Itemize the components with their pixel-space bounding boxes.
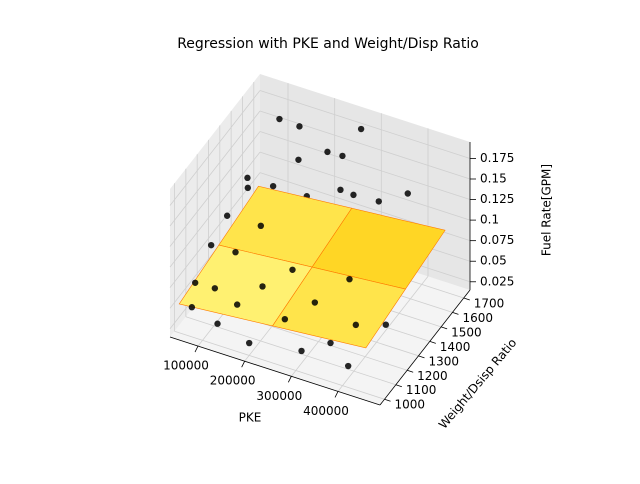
scatter-point [233, 301, 241, 308]
scatter-point [382, 321, 390, 328]
grid-line [259, 90, 471, 159]
x-axis-line [169, 336, 381, 406]
scatter-point [324, 148, 331, 156]
scatter-point [337, 186, 344, 194]
scatter-point [259, 283, 266, 290]
x-tick-label: 400000 [303, 404, 349, 418]
z-tick-label: 0.125 [480, 192, 514, 206]
grid-line [174, 330, 385, 400]
x-axis-label: PKE [239, 411, 262, 425]
scatter-point [352, 321, 360, 329]
tick-mark [429, 340, 436, 344]
x-tick-label: 100000 [163, 359, 209, 373]
scatter-point [232, 248, 239, 256]
z-tick-label: 0.075 [480, 233, 514, 247]
y-tick-label: 1700 [474, 296, 505, 310]
grid-line [169, 90, 261, 206]
grid-line [169, 110, 261, 227]
z-tick-label: 0.05 [480, 254, 507, 268]
scatter-point [188, 304, 196, 311]
x-tick-label: 200000 [210, 374, 256, 388]
z-tick-label: 0.175 [480, 151, 514, 165]
tick-mark [418, 355, 425, 359]
z-tick-label: 0.15 [480, 172, 507, 186]
y-tick-label: 1600 [462, 311, 493, 325]
scatter-point [339, 152, 346, 160]
scatter-point [211, 285, 219, 292]
grid-line [169, 151, 261, 268]
scatter-point [269, 182, 277, 190]
grid-line [185, 316, 396, 386]
scatter-point [296, 123, 303, 130]
z-axis-label: Fuel Rate[GPM] [540, 164, 554, 256]
scatter-point [214, 320, 221, 327]
tick-mark [463, 297, 470, 301]
scatter-point [207, 241, 215, 249]
grid-line [259, 131, 471, 200]
scatter-point [344, 362, 352, 370]
z-tick-label: 0.025 [480, 274, 514, 288]
grid-line [337, 276, 429, 392]
y-tick-label: 1300 [428, 354, 459, 368]
tick-mark [395, 384, 402, 388]
scatter-point [244, 184, 252, 192]
tick-mark [384, 398, 391, 402]
z-tick-label: 0.1 [480, 213, 499, 227]
scatter-point [404, 190, 411, 197]
scatter-point [191, 279, 199, 286]
surface-patch [272, 266, 406, 349]
y-tick-label: 1100 [406, 383, 437, 397]
chart-title: Regression with PKE and Weight/Disp Rati… [177, 36, 479, 52]
scatter-point [244, 174, 251, 182]
x-tick-label: 300000 [256, 389, 302, 403]
tick-mark [407, 369, 414, 373]
grid-line [169, 131, 261, 247]
y-tick-label: 1200 [417, 369, 448, 383]
scatter-point [289, 266, 296, 273]
tick-mark [334, 391, 339, 398]
tick-mark [287, 376, 292, 383]
scatter-point [295, 156, 302, 163]
tick-mark [441, 326, 448, 330]
tick-mark [194, 345, 199, 353]
scatter-point [327, 339, 334, 347]
scatter-point [350, 191, 357, 199]
grid-line [259, 151, 471, 221]
scatter-point [245, 339, 253, 347]
scatter-point [311, 299, 319, 306]
scatter-point [357, 125, 365, 133]
tick-mark [241, 360, 246, 368]
scatter-point [281, 315, 289, 323]
scatter-point [346, 275, 353, 283]
y-tick-label: 1400 [440, 340, 471, 354]
scatter-point [298, 347, 305, 355]
y-tick-label: 1000 [395, 398, 426, 412]
y-tick-label: 1500 [451, 325, 482, 339]
grid-line [259, 110, 471, 180]
scatter-point [276, 115, 283, 123]
y-axis-line [379, 289, 471, 406]
scatter-point [223, 212, 231, 219]
tick-mark [452, 312, 459, 315]
scatter-point [257, 222, 265, 230]
scatter-point [375, 198, 382, 205]
grid-line [169, 172, 261, 288]
